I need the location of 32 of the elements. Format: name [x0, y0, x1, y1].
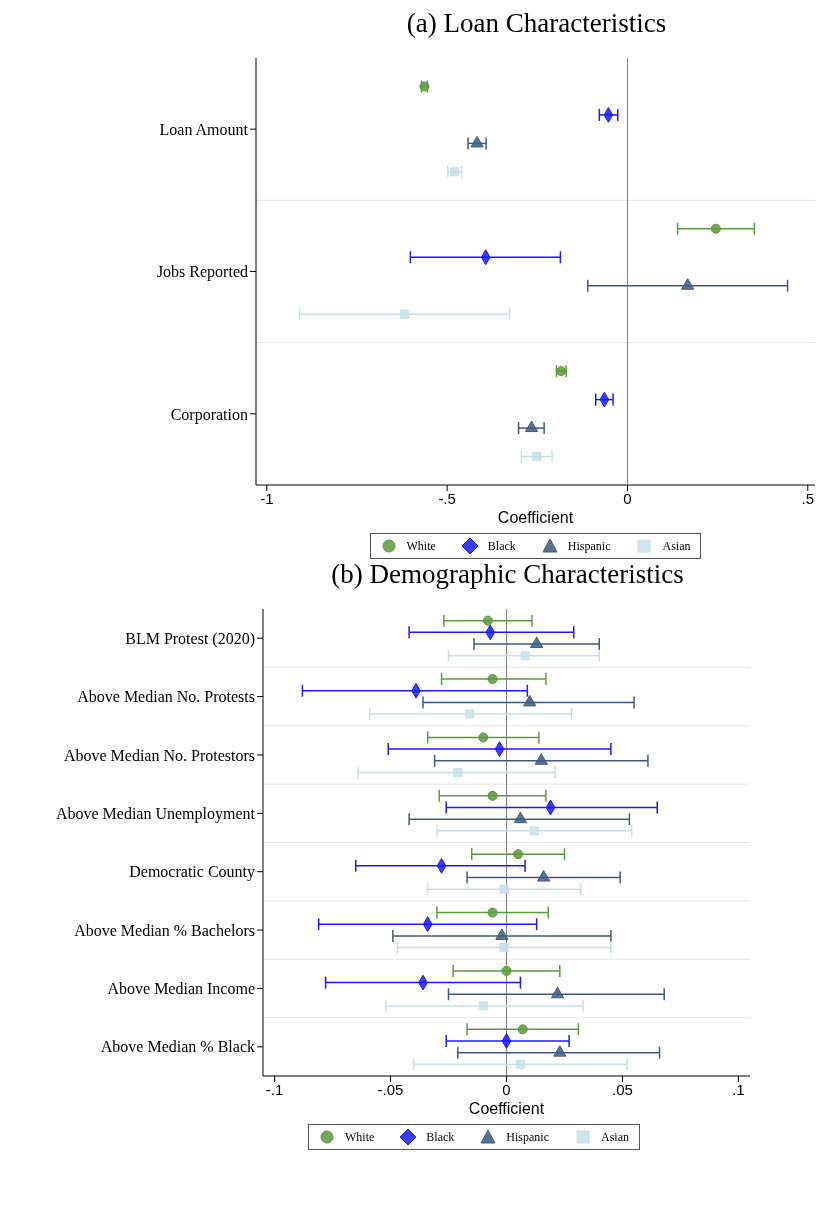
x-axis-title: Coefficient [468, 1100, 545, 1117]
x-tick-label: 0 [623, 489, 632, 507]
x-tick-label: .1 [732, 1080, 745, 1098]
legend-label: White [344, 1129, 375, 1145]
x-tick-label: -.05 [377, 1080, 404, 1098]
x-tick-label: .5 [801, 489, 815, 507]
y-tick-label: Above Median % Bachelors [74, 921, 255, 939]
y-tick-label: Loan Amount [159, 120, 249, 138]
y-tick-label: Above Median No. Protestors [63, 746, 255, 764]
legend-label: Hispanic [505, 1129, 549, 1145]
x-tick-label: 0 [502, 1080, 511, 1098]
y-tick-label: Jobs Reported [156, 263, 248, 282]
y-tick-label: Democratic County [129, 863, 255, 882]
y-tick-label: BLM Protest (2020) [125, 629, 255, 648]
y-tick-label: Above Median No. Protests [77, 688, 255, 706]
legend-label: Asian [600, 1129, 629, 1145]
y-tick-label: Corporation [170, 405, 248, 424]
y-tick-label: Above Median Income [107, 980, 255, 998]
chart-title: (b) Demographic Characteristics [330, 559, 685, 591]
legend-label: Black [425, 1129, 455, 1145]
legend-label: Hispanic [566, 538, 611, 554]
x-axis-title: Coefficient [497, 509, 574, 526]
x-tick-label: -1 [260, 489, 274, 507]
y-tick-label: Above Median Unemployment [55, 804, 256, 823]
x-tick-label: -.5 [438, 489, 456, 507]
y-tick-label: Above Median % Black [100, 1038, 255, 1056]
chart-title: (a) Loan Characteristics [405, 8, 668, 40]
legend-label: White [405, 538, 436, 554]
legend-label: Asian [661, 538, 691, 554]
x-tick-label: -.1 [265, 1080, 284, 1098]
legend-label: Black [486, 538, 516, 554]
x-tick-label: .05 [612, 1080, 633, 1098]
